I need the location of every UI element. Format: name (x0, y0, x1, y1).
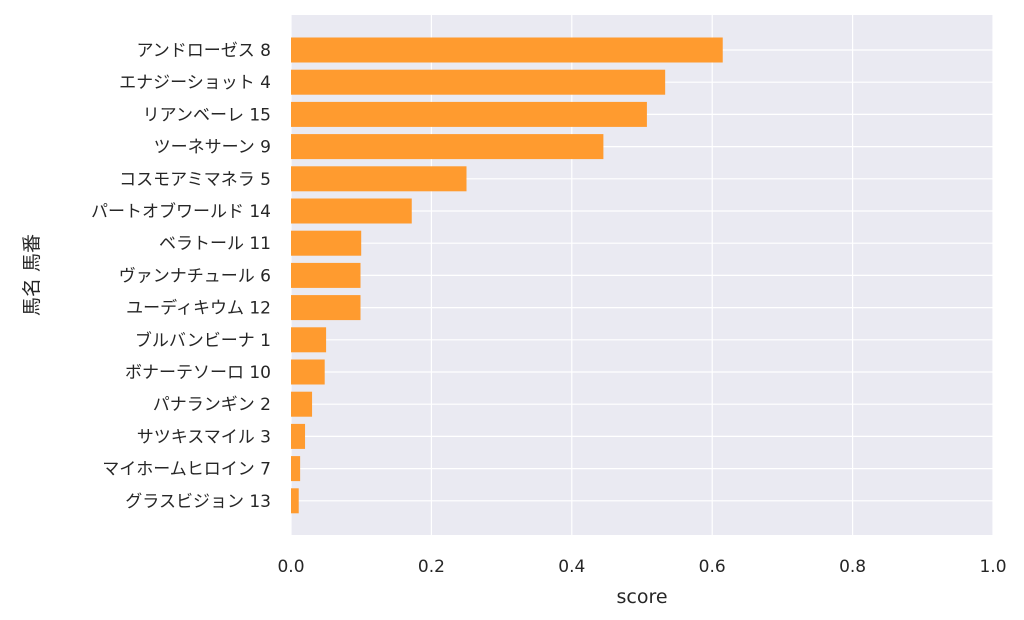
bar (291, 69, 666, 95)
bars (291, 37, 723, 514)
y-tick-label: ベラトール 11 (159, 234, 271, 254)
y-tick-label: ヴァンナチュール 6 (119, 266, 271, 286)
y-tick-label: パナランギン 2 (153, 395, 271, 415)
y-tick-label: コスモアミマネラ 5 (119, 170, 271, 190)
bar (291, 423, 306, 449)
bar (291, 262, 361, 288)
y-tick-label: エナジーショット 4 (119, 73, 271, 93)
y-axis-label: 馬名 馬番 (21, 234, 43, 316)
bar (291, 166, 467, 192)
bar (291, 456, 301, 482)
bar (291, 295, 361, 321)
y-tick-label: ユーディキウム 12 (126, 298, 271, 319)
bar (291, 359, 325, 385)
bar (291, 230, 362, 256)
x-tick-label: 0.8 (839, 557, 866, 577)
bar (291, 198, 412, 224)
y-tick-label: グラスビジョン 13 (125, 492, 271, 512)
bar (291, 327, 327, 353)
y-tick-label: パートオブワールド 14 (91, 201, 271, 222)
x-tick-label: 0.6 (699, 557, 726, 577)
y-tick-label: ボナーテソーロ 10 (125, 363, 271, 383)
y-tick-label: アンドローゼス 8 (136, 41, 271, 61)
y-tick-label: ブルバンビーナ 1 (135, 330, 271, 351)
bar (291, 101, 647, 127)
x-tick-label: 0.2 (418, 557, 445, 577)
bar (291, 37, 723, 63)
y-tick-label: サツキスマイル 3 (137, 427, 271, 447)
bar (291, 488, 299, 514)
x-tick-label: 0.4 (558, 557, 585, 577)
y-tick-label: ツーネサーン 9 (154, 138, 271, 158)
y-tick-label: マイホームヒロイン 7 (102, 460, 271, 480)
y-tick-labels: アンドローゼス 8 エナジーショット 4 リアンベーレ 15 ツーネサーン 9 コスモア… (91, 41, 271, 512)
x-tick-label: 0.0 (277, 557, 304, 577)
x-tick-labels: 0.0 0.2 0.4 0.6 0.8 1.0 (277, 557, 1006, 577)
bar (291, 391, 313, 417)
y-tick-label: リアンベーレ 15 (143, 105, 271, 125)
x-axis-label: score (616, 586, 667, 608)
bar (291, 134, 604, 160)
x-tick-label: 1.0 (979, 557, 1006, 577)
